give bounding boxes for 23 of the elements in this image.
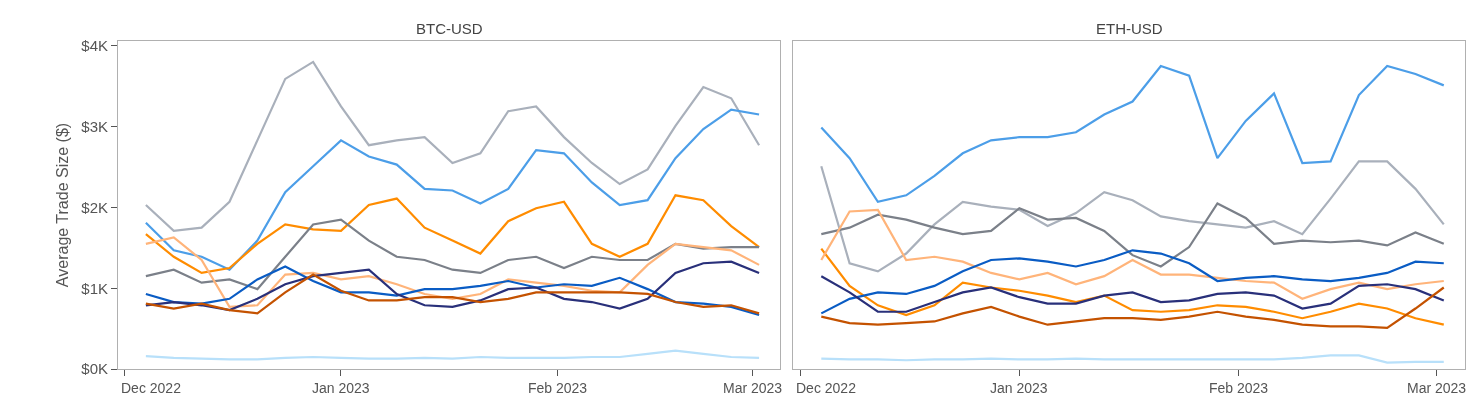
y-tick-label: $4K — [81, 37, 108, 54]
chart-title: ETH-USD — [1096, 20, 1163, 37]
y-tick-label: $0K — [81, 360, 108, 378]
line-series — [144, 60, 761, 232]
chart-title: BTC-USD — [416, 20, 483, 37]
y-axis-title: Average Trade Size ($) — [54, 122, 72, 288]
line-series — [144, 349, 761, 361]
y-tick-label: $3K — [81, 117, 108, 135]
x-tick-label: Mar 2023 — [1407, 380, 1467, 396]
line-series — [144, 194, 761, 275]
x-tick-label: Dec 2022 — [121, 380, 182, 396]
x-tick-label: Feb 2023 — [1209, 380, 1269, 396]
x-tick-label: Mar 2023 — [723, 380, 783, 396]
y-tick-label: $2K — [81, 198, 108, 216]
line-series — [144, 218, 761, 291]
line-series — [144, 273, 761, 315]
x-tick-label: Feb 2023 — [528, 380, 588, 396]
x-tick-label: Jan 2023 — [990, 380, 1048, 396]
y-tick-label: $1K — [81, 279, 108, 297]
line-series — [144, 108, 761, 271]
x-tick-label: Dec 2022 — [796, 380, 857, 396]
x-tick-label: Jan 2023 — [312, 380, 370, 396]
line-series — [144, 236, 761, 308]
